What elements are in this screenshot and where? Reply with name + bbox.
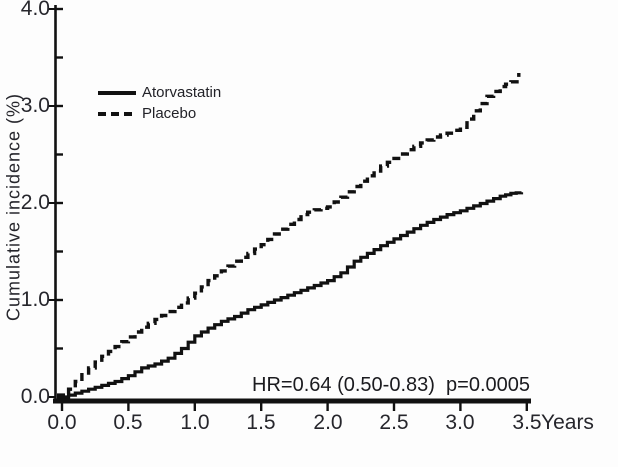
y-tick-label: 2.0 [20,191,50,214]
x-tick-label: 1.0 [180,411,210,434]
y-tick-label: 3.0 [20,94,50,117]
y-tick-label: 1.0 [20,288,50,311]
x-tick-label: 0.5 [113,411,143,434]
legend-item-atorvastatin: Atorvastatin [98,82,258,103]
x-tick-label: 3.0 [445,411,475,434]
x-tick-label: 2.0 [313,411,343,434]
dashed-line-sample [98,112,136,116]
x-tick-label: 2.5 [379,411,409,434]
legend-label-atorvastatin: Atorvastatin [142,84,222,101]
atorvastatin-curve [57,191,524,399]
placebo-curve [57,73,521,397]
x-tick-label: 0.0 [47,411,77,434]
legend: Atorvastatin Placebo [98,82,258,124]
hazard-ratio-annotation: HR=0.64 (0.50-0.83) p=0.0005 [252,374,530,396]
legend-label-placebo: Placebo [142,105,197,122]
x-tick-label: 3.5 [512,411,542,434]
y-tick-label: 4.0 [20,0,50,20]
x-tick-label: 1.5 [246,411,276,434]
x-axis-unit-label: Years [541,411,594,434]
solid-line-sample [98,91,136,95]
y-tick-label: 0.0 [20,385,50,408]
legend-item-placebo: Placebo [98,103,258,124]
